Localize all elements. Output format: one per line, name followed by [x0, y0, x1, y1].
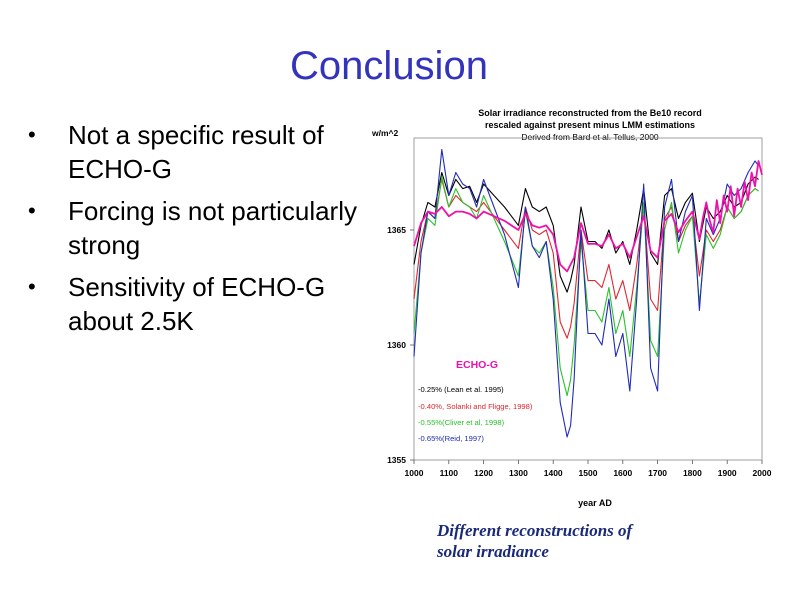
caption-line: Different reconstructions of	[437, 521, 633, 540]
x-axis-label: year AD	[578, 498, 612, 508]
bullet-item: • Sensitivity of ECHO-G about 2.5K	[28, 270, 358, 338]
x-tick-label: 1600	[613, 468, 632, 478]
x-tick-label: 1500	[579, 468, 598, 478]
series-line-lean	[413, 171, 759, 293]
bullet-dot: •	[28, 274, 36, 299]
axis-ticks: 1000 1100 1200 1300 1400 1500 1600 1700 1800 1900…	[387, 225, 772, 478]
solar-irradiance-chart: Solar irradiance reconstructed from the …	[371, 108, 772, 508]
x-tick-label: 1400	[544, 468, 563, 478]
x-tick-label: 2000	[753, 468, 772, 478]
x-tick-label: 1800	[683, 468, 702, 478]
series-lines	[413, 148, 763, 438]
series-line-echo-g	[413, 160, 763, 273]
x-tick-label: 1100	[440, 468, 459, 478]
bullet-item: • Not a specific result of ECHO-G	[28, 118, 358, 186]
legend-entry-cliver: -0.55%(Cliver et al, 1998)	[418, 418, 505, 427]
bullet-text: Forcing is not particularly strong	[68, 196, 357, 260]
legend-echo-label: ECHO-G	[456, 359, 498, 371]
chart-source-note: Derived from Bard et al. Tellus, 2000	[521, 132, 659, 142]
bullet-dot: •	[28, 198, 36, 223]
bullet-list: • Not a specific result of ECHO-G • Forcin…	[28, 118, 358, 346]
figure-caption: Different reconstructions of solar irrad…	[437, 520, 632, 562]
slide-title: Conclusion	[290, 44, 488, 88]
legend-entry-lean: -0.25% (Lean et al. 1995)	[418, 385, 504, 394]
series-line-reid	[413, 148, 759, 438]
chart-title: Solar irradiance reconstructed from the …	[478, 108, 702, 118]
y-tick-label: 1355	[387, 455, 406, 465]
series-line-cliver	[413, 176, 759, 397]
legend-entry-reid: -0.65%(Reid, 1997)	[418, 434, 484, 443]
caption-line: solar irradiance	[437, 542, 549, 561]
y-axis-label: w/m^2	[371, 128, 398, 138]
chart-subtitle: rescaled against present minus LMM estim…	[485, 120, 695, 130]
legend-entry-solanki: -0.40%, Solanki and Fligge, 1998)	[418, 402, 533, 411]
x-tick-label: 1700	[648, 468, 667, 478]
bullet-text: Not a specific result of ECHO-G	[68, 120, 324, 184]
bullet-item: • Forcing is not particularly strong	[28, 194, 358, 262]
bullet-text: Sensitivity of ECHO-G about 2.5K	[68, 272, 326, 336]
x-tick-label: 1900	[718, 468, 737, 478]
y-tick-label: 1365	[387, 225, 406, 235]
y-tick-label: 1360	[387, 340, 406, 350]
x-tick-label: 1200	[474, 468, 493, 478]
x-tick-label: 1000	[405, 468, 424, 478]
bullet-dot: •	[28, 122, 36, 147]
x-tick-label: 1300	[509, 468, 528, 478]
legend: ECHO-G -0.25% (Lean et al. 1995) -0.40%,…	[418, 359, 533, 443]
